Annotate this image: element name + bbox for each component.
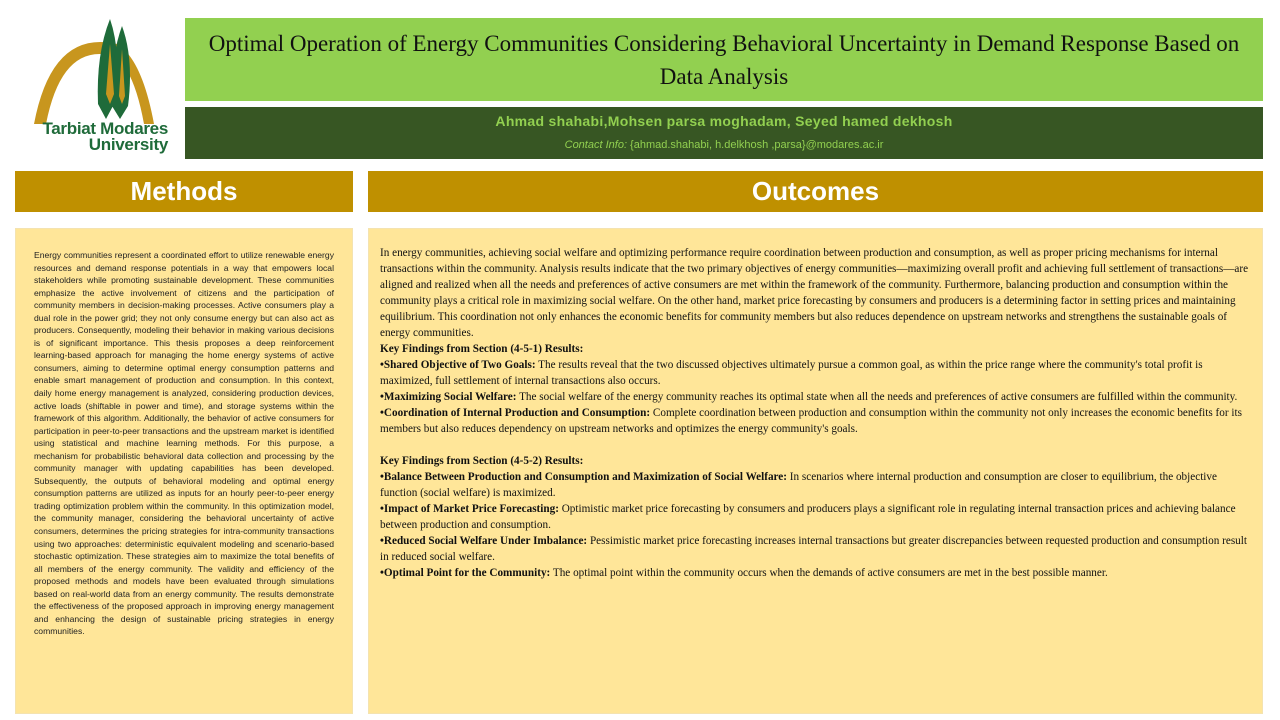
finding-item: •Optimal Point for the Community: The op… — [380, 567, 1108, 579]
outcomes-intro: In energy communities, achieving social … — [380, 247, 1249, 339]
contact-info: Contact Info: {ahmad.shahabi, h.delkhosh… — [185, 139, 1263, 151]
finding-item: •Coordination of Internal Production and… — [380, 407, 1242, 435]
outcomes-panel: In energy communities, achieving social … — [368, 228, 1263, 714]
title-banner: Optimal Operation of Energy Communities … — [185, 18, 1263, 101]
authors: Ahmad shahabi,Mohsen parsa moghadam, Sey… — [495, 113, 953, 129]
finding-item: •Balance Between Production and Consumpt… — [380, 471, 1217, 499]
methods-heading: Methods — [15, 171, 353, 212]
section2-heading: Key Findings from Section (4-5-2) Result… — [380, 455, 584, 467]
logo-text-line2: University — [88, 135, 169, 154]
finding-item: •Shared Objective of Two Goals: The resu… — [380, 359, 1203, 387]
logo-text-line1: Tarbiat Modares — [42, 119, 168, 138]
finding-item: •Reduced Social Welfare Under Imbalance:… — [380, 535, 1247, 563]
finding-item: •Maximizing Social Welfare: The social w… — [380, 391, 1238, 403]
contact-emails: {ahmad.shahabi, h.delkhosh ,parsa}@modar… — [627, 139, 884, 151]
methods-body: Energy communities represent a coordinat… — [34, 250, 334, 637]
cypress-tree-icon — [34, 19, 154, 124]
outcomes-heading: Outcomes — [368, 171, 1263, 212]
poster-title: Optimal Operation of Energy Communities … — [208, 30, 1240, 89]
finding-item: •Impact of Market Price Forecasting: Opt… — [380, 503, 1236, 531]
section1-heading: Key Findings from Section (4-5-1) Result… — [380, 343, 584, 355]
methods-panel: Energy communities represent a coordinat… — [15, 228, 353, 714]
author-banner: Ahmad shahabi,Mohsen parsa moghadam, Sey… — [185, 107, 1263, 159]
contact-label: Contact Info: — [564, 139, 627, 151]
university-logo: Tarbiat Modares University — [22, 14, 174, 159]
